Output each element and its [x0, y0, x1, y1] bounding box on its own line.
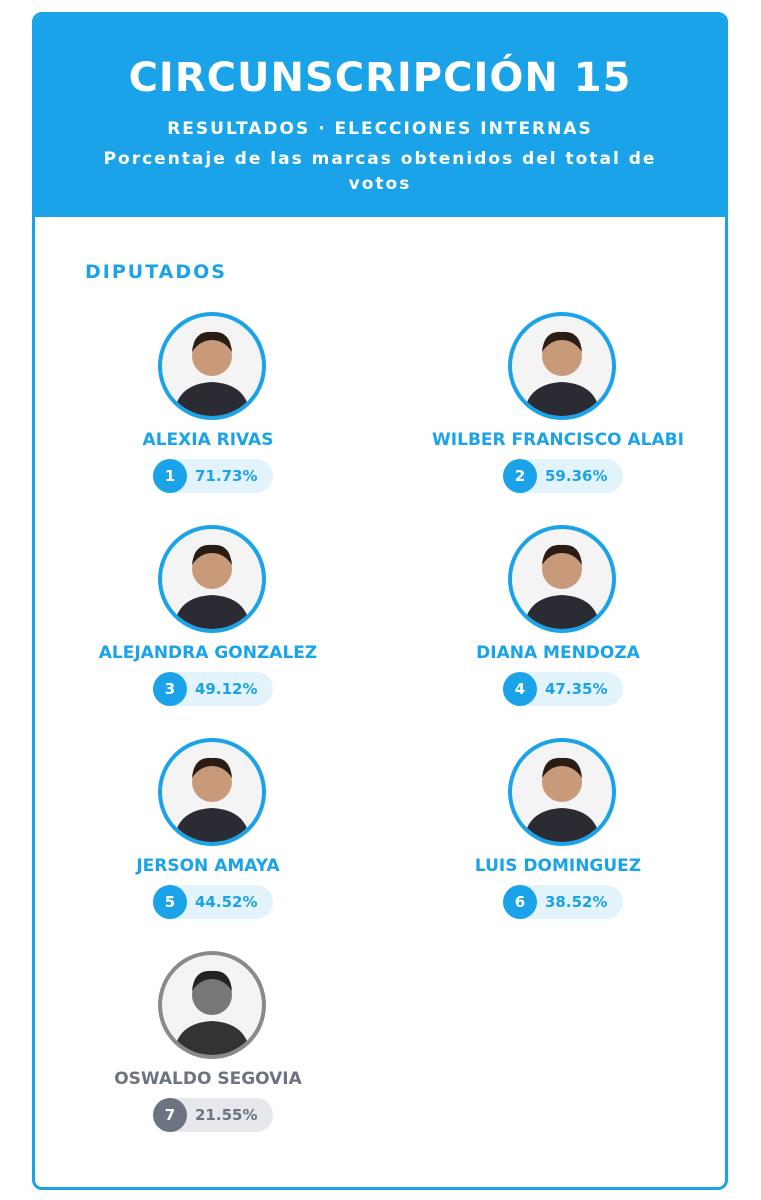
- result-badge: 7 21.55%: [153, 1098, 273, 1132]
- percentage: 44.52%: [195, 893, 258, 911]
- percentage: 49.12%: [195, 680, 258, 698]
- candidate-name: WILBER FRANCISCO ALABI: [432, 430, 684, 450]
- candidate-photo: [508, 738, 616, 846]
- avatar: [524, 331, 600, 416]
- avatar: [174, 331, 250, 416]
- candidate-card: ALEXIA RIVAS 1 71.73%: [43, 312, 373, 512]
- candidate-photo: [158, 738, 266, 846]
- section-label: DIPUTADOS: [85, 261, 227, 283]
- subtitle: RESULTADOS · ELECCIONES INTERNAS: [167, 119, 593, 139]
- result-badge: 1 71.73%: [153, 459, 273, 493]
- description: Porcentaje de las marcas obtenidos del t…: [103, 149, 657, 194]
- percentage: 21.55%: [195, 1106, 258, 1124]
- percentage: 59.36%: [545, 467, 608, 485]
- candidate-photo: [508, 525, 616, 633]
- header: CIRCUNSCRIPCIÓN 15 RESULTADOS · ELECCION…: [35, 15, 725, 217]
- rank: 4: [503, 672, 537, 706]
- title: CIRCUNSCRIPCIÓN 15: [128, 55, 632, 101]
- candidate-name: JERSON AMAYA: [136, 856, 280, 876]
- avatar: [524, 757, 600, 842]
- candidate-name: DIANA MENDOZA: [476, 643, 640, 663]
- candidate-card: LUIS DOMINGUEZ 6 38.52%: [393, 738, 723, 938]
- result-badge: 3 49.12%: [153, 672, 273, 706]
- results-card: CIRCUNSCRIPCIÓN 15 RESULTADOS · ELECCION…: [32, 12, 728, 1190]
- rank: 5: [153, 885, 187, 919]
- percentage: 71.73%: [195, 467, 258, 485]
- avatar: [174, 544, 250, 629]
- candidate-card: OSWALDO SEGOVIA 7 21.55%: [43, 951, 373, 1151]
- avatar: [524, 544, 600, 629]
- rank: 1: [153, 459, 187, 493]
- percentage: 38.52%: [545, 893, 608, 911]
- candidate-photo: [158, 525, 266, 633]
- candidate-card: DIANA MENDOZA 4 47.35%: [393, 525, 723, 725]
- rank: 7: [153, 1098, 187, 1132]
- candidate-photo: [158, 312, 266, 420]
- result-badge: 5 44.52%: [153, 885, 273, 919]
- candidate-name: ALEJANDRA GONZALEZ: [98, 643, 318, 663]
- candidate-card: JERSON AMAYA 5 44.52%: [43, 738, 373, 938]
- candidate-name: ALEXIA RIVAS: [142, 430, 274, 450]
- rank: 3: [153, 672, 187, 706]
- candidate-card: ALEJANDRA GONZALEZ 3 49.12%: [43, 525, 373, 725]
- avatar: [174, 970, 250, 1055]
- rank: 6: [503, 885, 537, 919]
- candidate-photo: [158, 951, 266, 1059]
- result-badge: 2 59.36%: [503, 459, 623, 493]
- percentage: 47.35%: [545, 680, 608, 698]
- candidate-photo: [508, 312, 616, 420]
- result-badge: 4 47.35%: [503, 672, 623, 706]
- result-badge: 6 38.52%: [503, 885, 623, 919]
- avatar: [174, 757, 250, 842]
- candidate-name: LUIS DOMINGUEZ: [474, 856, 642, 876]
- candidate-name: OSWALDO SEGOVIA: [114, 1069, 302, 1089]
- candidate-card: WILBER FRANCISCO ALABI 2 59.36%: [393, 312, 723, 512]
- rank: 2: [503, 459, 537, 493]
